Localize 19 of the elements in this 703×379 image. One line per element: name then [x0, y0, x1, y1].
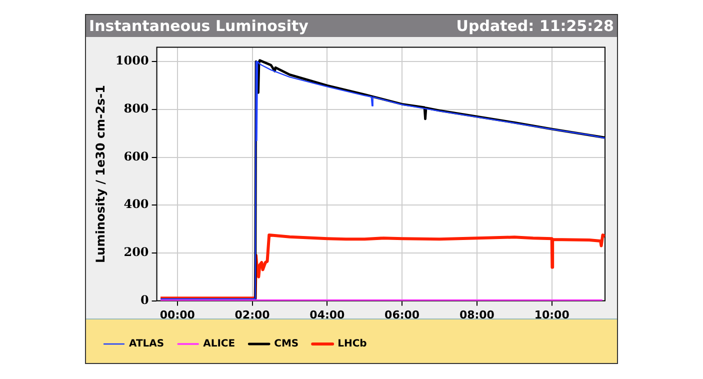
legend-label: ALICE: [203, 338, 236, 350]
y-tick-label: 1000: [115, 54, 149, 68]
x-tick-label: 02:00: [234, 308, 270, 322]
chart-subtitle: Updated: 11:25:28: [456, 17, 614, 35]
y-tick-label: 200: [124, 245, 149, 260]
x-tick-label: 00:00: [160, 308, 196, 322]
y-tick-label: 800: [124, 102, 149, 116]
legend-label: ATLAS: [129, 338, 164, 350]
y-tick-label: 400: [124, 197, 149, 212]
y-tick-label: 600: [124, 149, 149, 164]
x-tick-label: 10:00: [534, 308, 570, 322]
legend-label: CMS: [274, 338, 299, 350]
x-tick-label: 08:00: [459, 308, 495, 322]
x-tick-label: 06:00: [384, 308, 420, 322]
legend-label: LHCb: [338, 338, 367, 350]
y-tick-label: 0: [140, 292, 149, 307]
chart-title: Instantaneous Luminosity: [89, 17, 308, 35]
y-axis-title: Luminosity / 1e30 cm-2s-1: [93, 85, 108, 263]
x-tick-label: 04:00: [310, 308, 346, 322]
